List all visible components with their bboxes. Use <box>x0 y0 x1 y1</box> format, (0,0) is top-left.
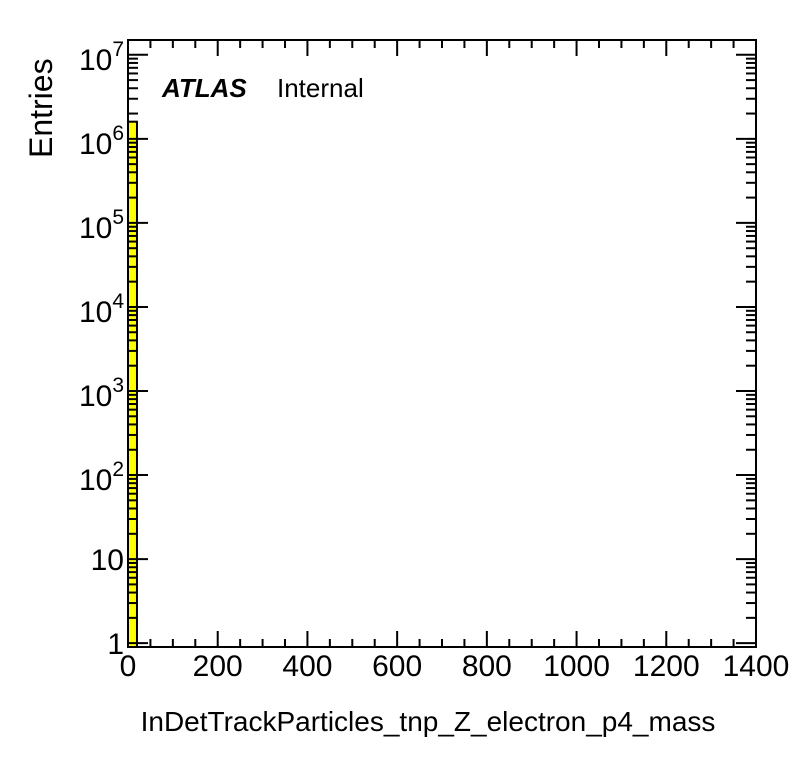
y-tick-label: 102 <box>79 458 124 497</box>
x-tick-label: 1000 <box>543 650 610 683</box>
y-tick-label: 10 <box>91 544 124 577</box>
x-tick-label: 1200 <box>633 650 700 683</box>
y-tick-label: 1 <box>107 628 124 661</box>
y-axis-title: Entries <box>23 58 59 158</box>
x-axis-title: InDetTrackParticles_tnp_Z_electron_p4_ma… <box>141 706 716 737</box>
y-tick-label: 104 <box>79 290 124 329</box>
x-tick-label: 0 <box>120 650 137 683</box>
y-tick-label: 105 <box>79 206 124 245</box>
x-tick-label: 1400 <box>723 650 790 683</box>
x-tick-label: 800 <box>462 650 512 683</box>
y-tick-label: 103 <box>79 374 124 413</box>
x-tick-label: 400 <box>282 650 332 683</box>
y-tick-label: 106 <box>79 122 124 161</box>
x-tick-label: 200 <box>193 650 243 683</box>
x-tick-label: 600 <box>372 650 422 683</box>
atlas-annotation: ATLAS <box>161 73 247 103</box>
internal-annotation: Internal <box>277 73 364 103</box>
y-tick-label: 107 <box>79 38 124 77</box>
